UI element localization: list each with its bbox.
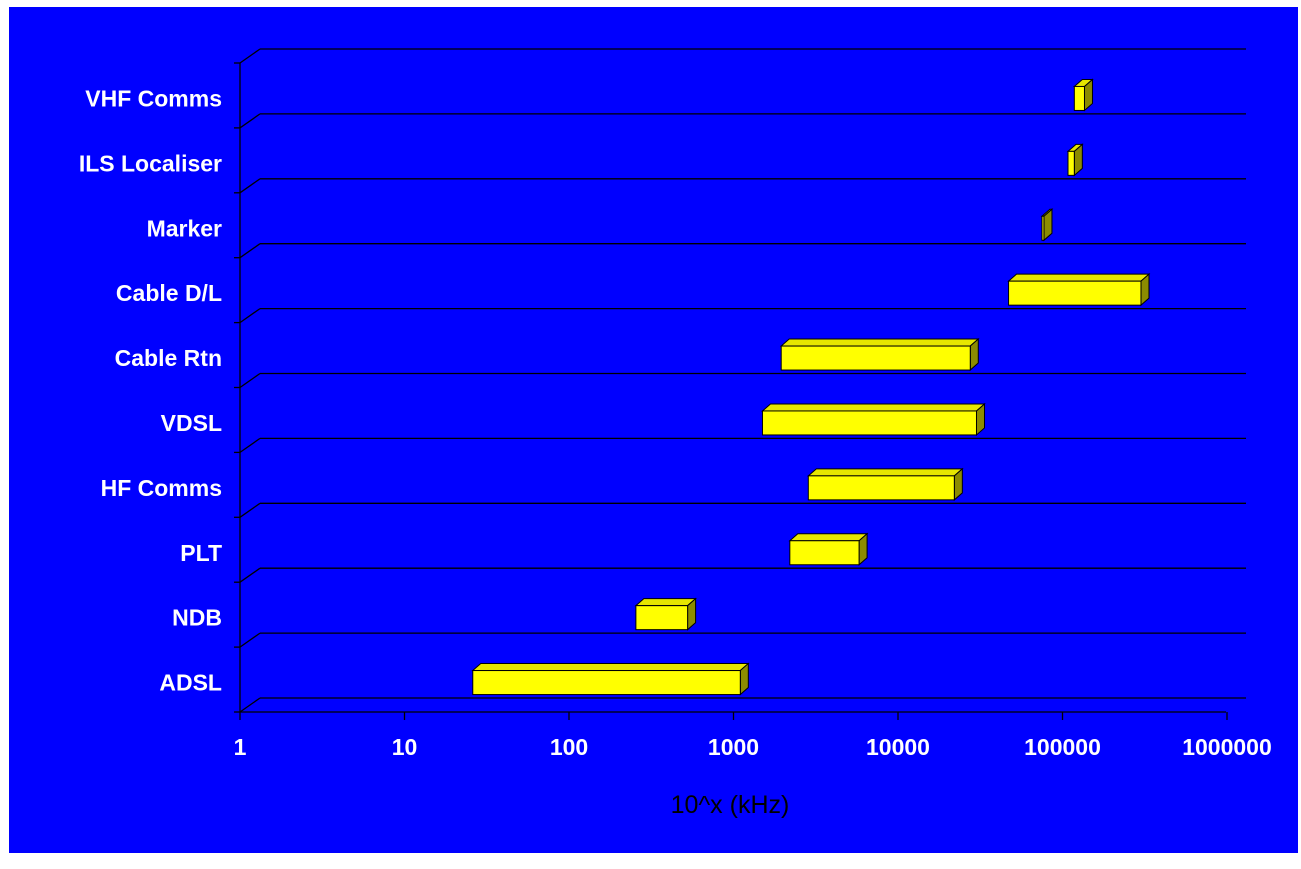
bar-cable-d-l xyxy=(1007,273,1151,307)
category-label: VHF Comms xyxy=(85,85,222,111)
bar-vhf-comms xyxy=(1072,78,1094,112)
bar-plt xyxy=(788,532,869,566)
x-tick-label: 100000 xyxy=(1024,734,1101,760)
grid-depth-edge xyxy=(239,178,261,194)
bar-front-face xyxy=(761,410,977,436)
bar-front-face xyxy=(1041,215,1045,241)
bar-cable-rtn xyxy=(779,337,980,372)
grid-depth-edge xyxy=(239,113,261,129)
bar-top-face xyxy=(788,533,869,542)
category-label: NDB xyxy=(172,605,222,631)
category-label: PLT xyxy=(180,540,222,566)
grid-depth-edge xyxy=(239,567,261,583)
bar-top-face xyxy=(634,598,697,607)
x-tick-label: 10 xyxy=(392,734,418,760)
bar-front-face xyxy=(1067,150,1075,176)
category-label: ILS Localiser xyxy=(79,150,222,176)
category-label: Cable D/L xyxy=(116,280,222,306)
x-tick-label: 1000000 xyxy=(1182,734,1272,760)
bar-top-face xyxy=(806,468,964,477)
bar-front-face xyxy=(1008,280,1142,306)
grid-depth-edge xyxy=(239,372,261,389)
category-label: HF Comms xyxy=(101,475,222,501)
bar-adsl xyxy=(471,662,750,696)
bar-marker xyxy=(1040,208,1054,242)
bar-front-face xyxy=(1073,85,1085,111)
bar-vdsl xyxy=(761,402,986,437)
grid-depth-edge xyxy=(239,243,261,259)
x-tick-label: 1 xyxy=(234,734,247,760)
bar-front-face xyxy=(635,605,689,631)
category-label: Marker xyxy=(147,215,222,241)
labels-layer: 1 10 100 1000 10000 100000 1000000 ADSL NDB PLT HF… xyxy=(79,85,1272,760)
grid-depth-edge xyxy=(239,437,261,453)
bar-ils-localiser xyxy=(1066,143,1084,177)
grid-layer xyxy=(234,48,1246,720)
category-label: VDSL xyxy=(161,410,222,436)
grid-depth-edge xyxy=(239,48,261,64)
category-label: ADSL xyxy=(159,670,222,696)
bar-top-face xyxy=(1007,273,1151,282)
grid-depth-edge xyxy=(239,308,261,324)
bar-front-face xyxy=(780,345,971,371)
bar-front-face xyxy=(807,475,955,501)
bar-hf-comms xyxy=(806,467,964,501)
x-tick-label: 100 xyxy=(550,734,588,760)
grid-depth-edge xyxy=(239,697,261,713)
x-axis-title: 10^x (kHz) xyxy=(671,791,790,819)
bar-top-face xyxy=(761,403,986,412)
bars-layer xyxy=(471,78,1151,696)
x-tick-label: 10000 xyxy=(866,734,930,760)
category-label: Cable Rtn xyxy=(115,345,222,371)
x-tick-label: 1000 xyxy=(708,734,759,760)
bar-top-face xyxy=(471,663,750,672)
grid-depth-edge xyxy=(239,632,261,648)
bar-ndb xyxy=(634,597,697,631)
bar-top-face xyxy=(779,338,980,347)
grid-depth-edge xyxy=(239,502,261,518)
bar-front-face xyxy=(472,670,741,696)
bar-front-face xyxy=(789,540,860,566)
